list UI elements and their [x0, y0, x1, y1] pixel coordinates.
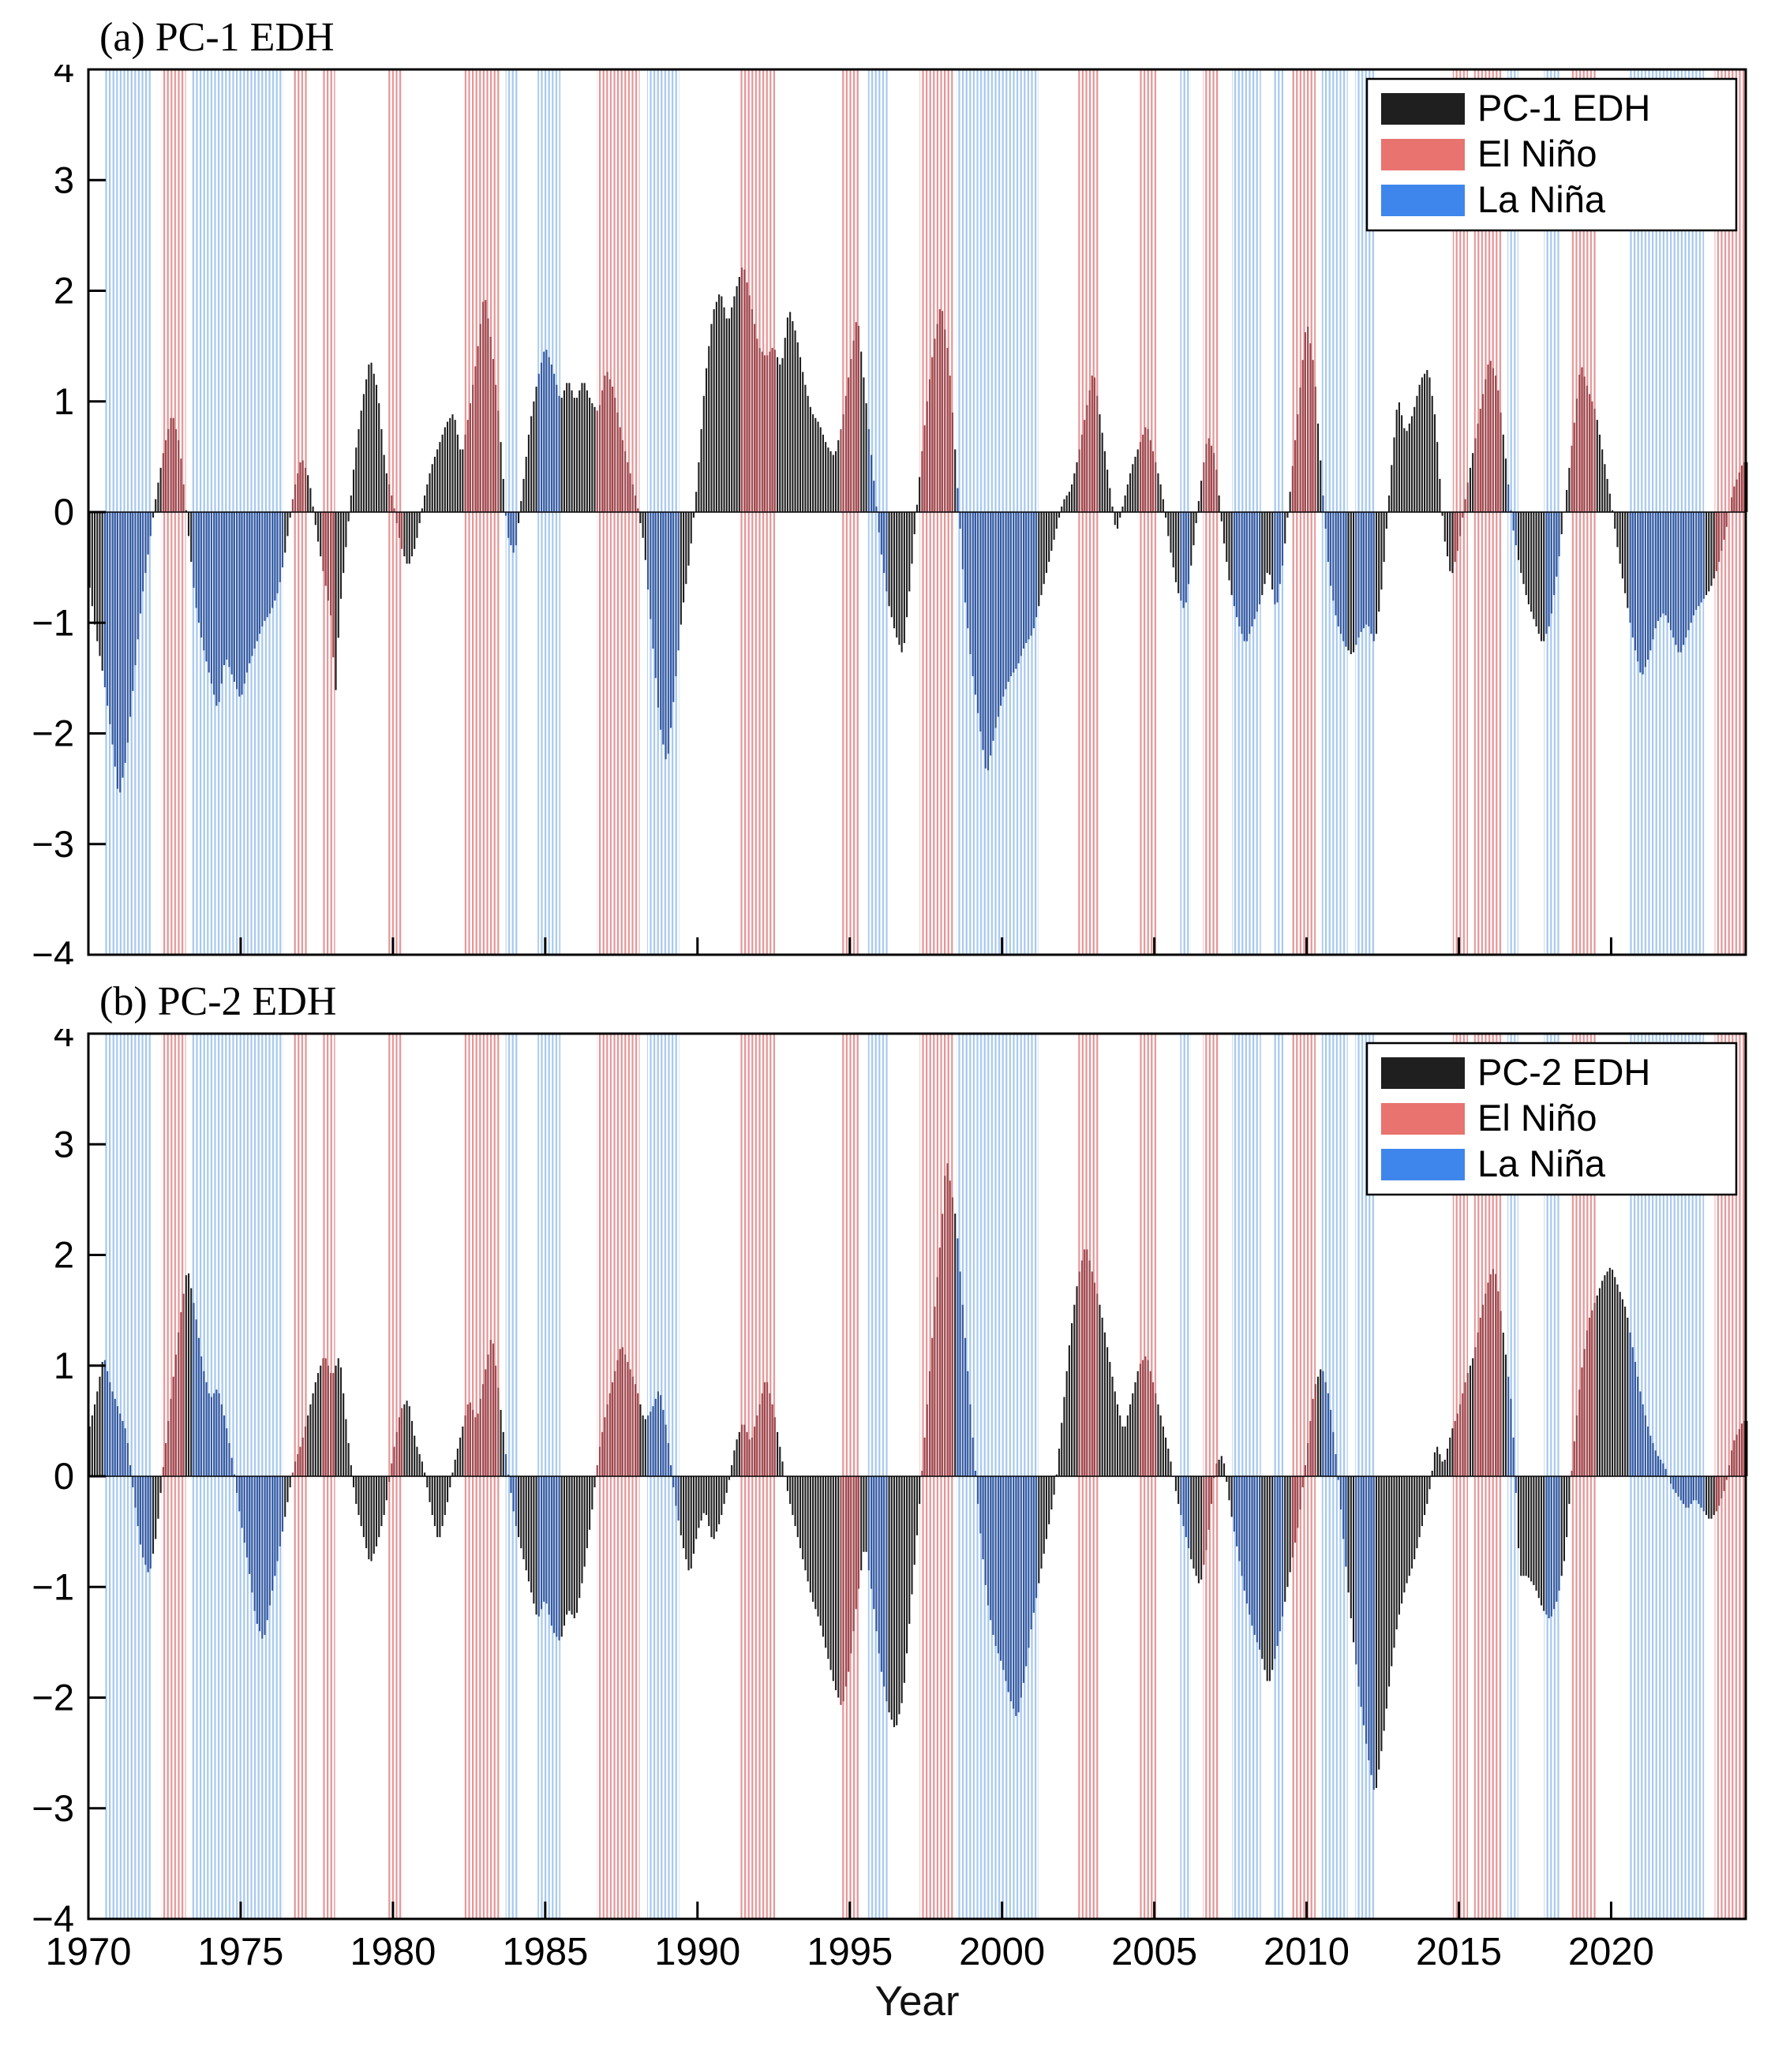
y-tick-label: −3 [32, 1787, 74, 1829]
y-tick-label: 1 [54, 1345, 74, 1386]
y-tick-label: −2 [32, 712, 74, 754]
pc-series-swatch [1381, 93, 1465, 125]
x-axis [87, 937, 1612, 955]
la-nina-swatch [1381, 1149, 1465, 1180]
el-nino-swatch [1381, 1103, 1465, 1135]
pc2-edh-chart: −4 −3 −2 −1 0 1 2 3 4 1970 1975 1980 1985 1990 1995 200… [32, 1029, 1748, 1973]
x-tick-label: 1970 [45, 1931, 131, 1973]
legend-label: El Niño [1477, 1097, 1597, 1139]
y-axis: −4 −3 −2 −1 0 1 2 3 4 [32, 1029, 106, 1939]
y-tick-label: 3 [54, 159, 74, 200]
legend-label: PC-1 EDH [1477, 87, 1650, 129]
x-tick-label: 2005 [1111, 1931, 1197, 1973]
panel-a-title: (a) PC-1 EDH [99, 15, 335, 60]
y-tick-label: −3 [32, 823, 74, 865]
y-tick-label: 2 [54, 270, 74, 312]
x-axis-label: Year [874, 1978, 960, 2025]
y-tick-label: 4 [54, 65, 74, 90]
y-axis: −4 −3 −2 −1 0 1 2 3 4 [32, 65, 106, 964]
x-tick-label: 1975 [197, 1931, 283, 1973]
x-tick-label: 1985 [502, 1931, 588, 1973]
x-tick-label: 2015 [1416, 1931, 1502, 1973]
bars [88, 267, 1748, 793]
y-tick-label: 3 [54, 1123, 74, 1165]
legend-label: La Niña [1477, 1143, 1606, 1184]
x-axis: 1970 1975 1980 1985 1990 1995 2000 2005 2010 2015… [45, 1902, 1654, 1973]
pc-series-swatch [1381, 1057, 1465, 1089]
bars [88, 1163, 1748, 1790]
x-tick-label: 1995 [807, 1931, 893, 1973]
x-tick-label: 1990 [654, 1931, 740, 1973]
x-tick-label: 2000 [959, 1931, 1045, 1973]
el-nino-swatch [1381, 139, 1465, 170]
enso-pc-figure: (a) PC-1 EDH −4 −3 −2 −1 0 1 2 3 4 PC-1 EDH El Niñ… [0, 14, 1771, 2025]
y-tick-label: 2 [54, 1234, 74, 1276]
y-tick-label: −1 [32, 601, 74, 643]
legend-label: PC-2 EDH [1477, 1051, 1650, 1093]
y-tick-label: 4 [54, 1029, 74, 1054]
x-tick-label: 1980 [350, 1931, 436, 1973]
x-tick-label: 2020 [1568, 1931, 1654, 1973]
y-tick-label: −4 [32, 1898, 74, 1939]
panel-b-title: (b) PC-2 EDH [99, 979, 337, 1024]
y-tick-label: 0 [54, 1455, 74, 1497]
y-tick-label: −4 [32, 933, 74, 964]
la-nina-swatch [1381, 185, 1465, 216]
legend-label: El Niño [1477, 133, 1597, 174]
y-tick-label: 1 [54, 380, 74, 422]
y-tick-label: −1 [32, 1565, 74, 1607]
y-tick-label: −2 [32, 1677, 74, 1719]
y-tick-label: 0 [54, 491, 74, 533]
x-tick-label: 2010 [1264, 1931, 1350, 1973]
legend-label: La Niña [1477, 178, 1606, 220]
